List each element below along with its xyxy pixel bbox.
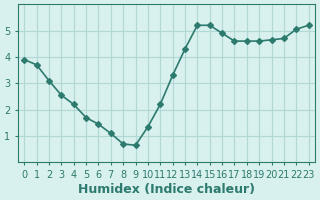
- X-axis label: Humidex (Indice chaleur): Humidex (Indice chaleur): [78, 183, 255, 196]
